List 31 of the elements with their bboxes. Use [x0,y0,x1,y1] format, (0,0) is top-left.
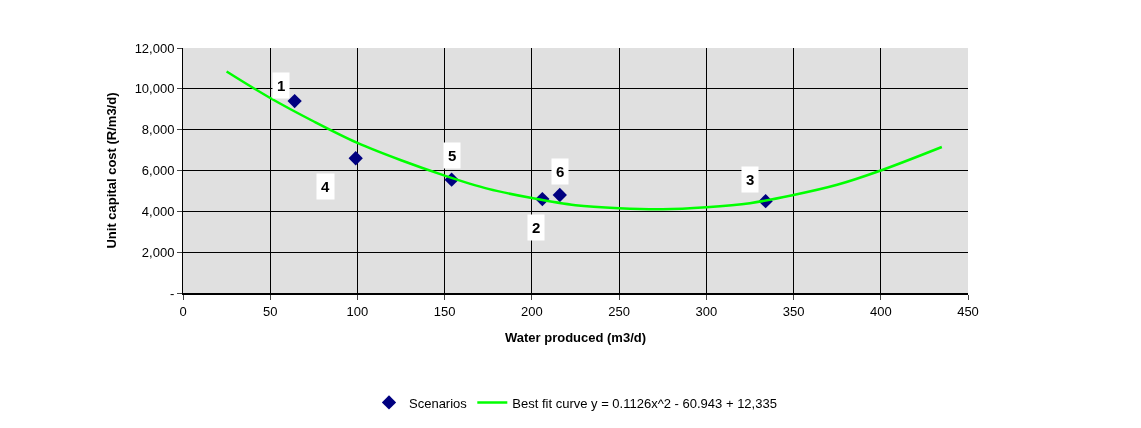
x-tick-label: 150 [433,303,456,319]
x-tick-label: 0 [179,303,187,319]
y-tick-label: - [170,285,175,301]
annotation: 1 [277,77,286,94]
point [348,151,363,166]
y-tick-label: 10,000 [134,81,175,97]
x-axis-title: Water produced (m3/d) [504,329,647,345]
y-tick-label: 4,000 [141,203,175,219]
y-tick-label: 6,000 [141,163,175,179]
x-tick-label: 450 [957,303,979,319]
legend-label: Scenarios [409,395,468,411]
y-tick-label: 2,000 [141,244,175,260]
annotation: 3 [746,171,755,188]
annotation: 6 [556,163,565,180]
x-tick-label: 300 [695,303,718,319]
x-tick-label: 250 [608,303,630,319]
annotation: 4 [321,178,330,195]
y-axis-title: Unit capital cost (R/m3/d) [103,92,119,249]
x-tick-label: 50 [262,303,278,319]
x-tick-label: 400 [869,303,892,319]
point [552,187,567,203]
y-tick-label: 8,000 [141,122,175,138]
x-tick-label: 350 [782,303,805,319]
x-tick-label: 100 [346,303,369,319]
legend-label: Best fit curve y = 0.1126x^2 - 60.943 + 12,335 [512,395,777,411]
x-tick-label: 200 [521,303,543,319]
annotation: 2 [532,219,541,236]
annotation: 5 [448,147,457,164]
y-tick-label: 12,000 [134,40,175,56]
point [287,93,302,109]
line-series [225,70,944,211]
